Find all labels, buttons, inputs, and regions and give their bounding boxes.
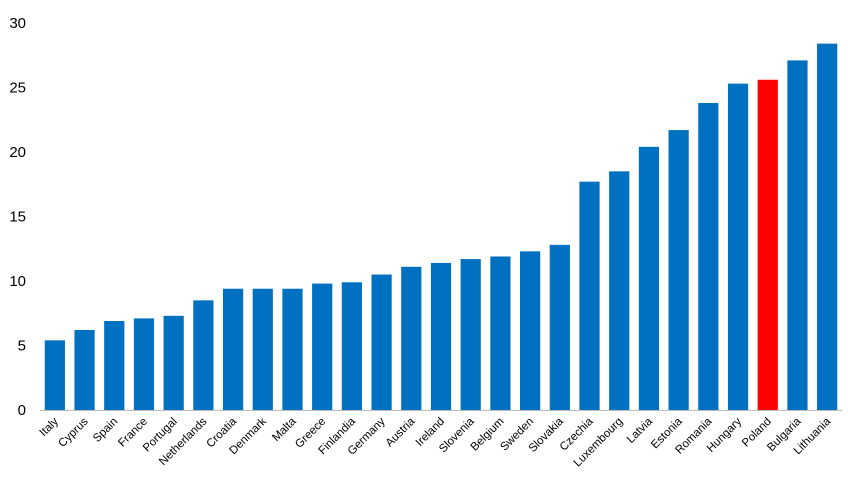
bar-germany — [371, 274, 392, 410]
bar-malta — [282, 288, 303, 410]
bar-bulgaria — [787, 60, 808, 410]
x-tick-label: Italy — [38, 415, 62, 439]
bar-finlandia — [341, 282, 362, 410]
bar-greece — [312, 283, 333, 410]
bars — [44, 43, 838, 410]
bar-spain — [104, 320, 125, 410]
bar-netherlands — [193, 300, 214, 410]
bar-denmark — [252, 288, 273, 410]
y-axis: 0 5 10 15 20 25 30 — [9, 15, 26, 419]
bar-romania — [698, 102, 719, 410]
bar-croatia — [222, 288, 244, 410]
bar-czechia — [579, 181, 600, 410]
y-tick-label: 25 — [9, 80, 26, 97]
bar-luxembourg — [609, 171, 630, 410]
bar-latvia — [638, 146, 660, 410]
bar-france — [133, 318, 155, 410]
y-tick-label: 5 — [18, 338, 26, 355]
y-tick-label: 15 — [9, 209, 26, 226]
bar-ireland — [430, 262, 452, 410]
bar-austria — [401, 266, 422, 410]
bar-slovenia — [460, 259, 481, 410]
bar-slovakia — [549, 244, 570, 410]
x-tick-label: Cyprus — [56, 415, 90, 449]
bar-portugal — [163, 315, 184, 410]
bar-italy — [44, 340, 65, 410]
bar-poland — [757, 79, 778, 410]
y-tick-label: 10 — [9, 273, 26, 290]
bar-cyprus — [74, 330, 95, 410]
y-tick-label: 0 — [18, 402, 26, 419]
bar-lithuania — [817, 43, 838, 410]
bar-estonia — [668, 130, 689, 410]
y-tick-label: 20 — [9, 144, 26, 161]
y-tick-label: 30 — [9, 15, 26, 32]
bar-sweden — [520, 251, 541, 410]
bar-hungary — [727, 83, 749, 410]
bar-belgium — [490, 256, 511, 410]
x-tick-label: Austria — [384, 415, 418, 449]
